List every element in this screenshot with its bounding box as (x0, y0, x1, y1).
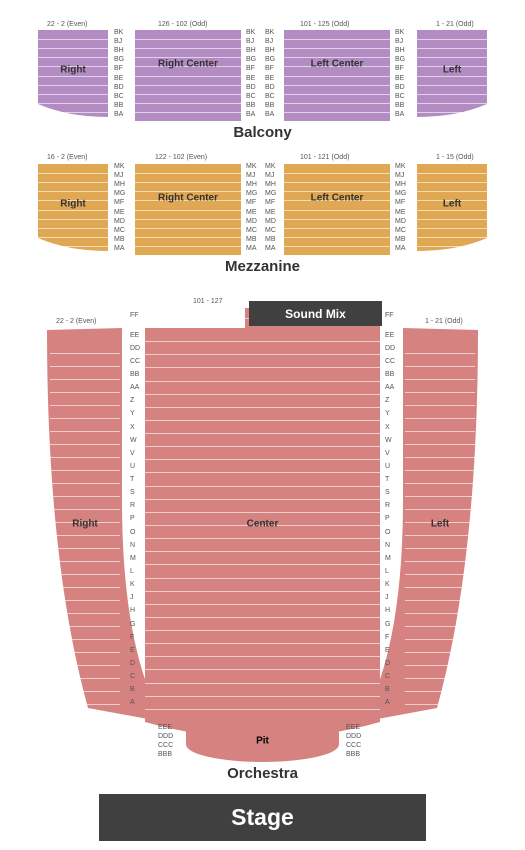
orchestra-title: Orchestra (0, 765, 525, 782)
balcony-left-label: Left (417, 65, 487, 76)
sound-mix: Sound Mix (249, 301, 382, 326)
orch-center-label: Center (145, 519, 380, 530)
mezz-right-center-label: Right Center (135, 193, 241, 204)
balcony-left-center-label: Left Center (284, 59, 390, 70)
orch-right-label: Right (55, 519, 115, 530)
balcony-right-label: Right (38, 65, 108, 76)
mezz-left-center-label: Left Center (284, 193, 390, 204)
mezz-left-label: Left (417, 199, 487, 210)
balcony-title: Balcony (0, 124, 525, 141)
pit-section: Pit (186, 727, 339, 762)
mezzanine-title: Mezzanine (0, 258, 525, 275)
stage-label: Stage (231, 804, 294, 831)
seating-chart: Right Right Center Left Center Left Righ… (0, 0, 525, 850)
pit-label: Pit (186, 736, 339, 747)
orch-left-label: Left (410, 519, 470, 530)
mezz-right-label: Right (38, 199, 108, 210)
balcony-right-center-label: Right Center (135, 59, 241, 70)
stage: Stage (99, 794, 426, 841)
